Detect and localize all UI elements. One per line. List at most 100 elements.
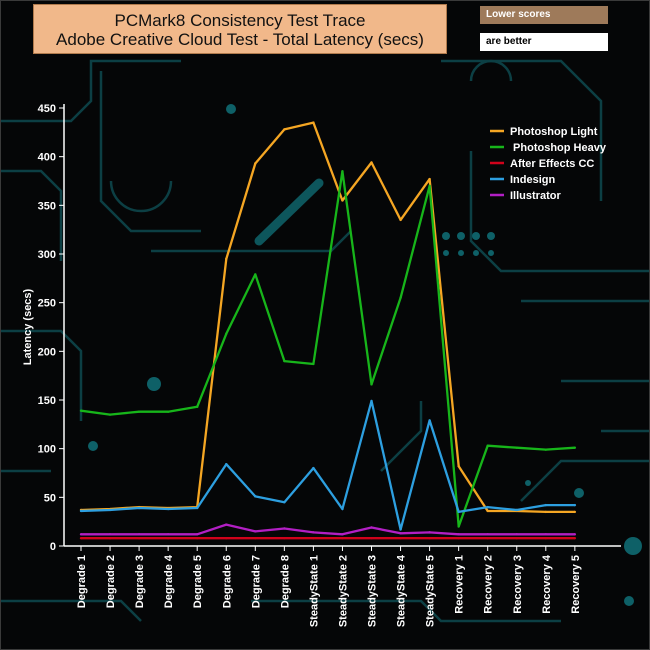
data-point xyxy=(399,218,402,222)
data-point xyxy=(283,527,286,530)
data-point xyxy=(225,257,228,261)
data-point xyxy=(108,533,112,536)
x-tick-label: Degrade 1 xyxy=(76,555,88,608)
y-axis-title: Latency (secs) xyxy=(22,288,34,365)
x-tick-label: Recovery 4 xyxy=(541,554,553,614)
legend-entry: Indesign xyxy=(510,174,556,186)
data-point xyxy=(341,507,344,511)
data-point xyxy=(573,533,577,536)
data-point xyxy=(108,537,112,540)
data-point xyxy=(196,506,199,510)
data-point xyxy=(225,523,228,526)
data-point xyxy=(428,531,431,534)
data-point xyxy=(312,362,315,366)
data-point xyxy=(254,530,257,533)
data-point xyxy=(166,537,170,540)
data-point xyxy=(573,503,577,507)
data-point xyxy=(544,537,547,540)
data-point xyxy=(312,466,315,470)
note-are-better: are better xyxy=(480,33,608,51)
data-point xyxy=(515,508,518,512)
data-point xyxy=(166,507,170,511)
data-point xyxy=(225,537,228,540)
data-point xyxy=(137,533,141,536)
data-point xyxy=(428,537,431,540)
y-tick-label: 350 xyxy=(38,200,56,212)
data-point xyxy=(166,410,170,413)
data-point xyxy=(486,444,489,447)
data-point xyxy=(79,409,83,412)
data-point xyxy=(573,537,577,540)
series-line-illustrator xyxy=(81,523,575,536)
data-point xyxy=(79,509,83,513)
data-point xyxy=(544,510,547,514)
data-point xyxy=(457,537,460,540)
x-tick-label: SteadyState 1 xyxy=(308,555,320,627)
x-axis: Degrade 1 Degrade 2 Degrade 3 Degrade 4 Degr… xyxy=(64,545,621,627)
x-tick-label: Degrade 5 xyxy=(192,555,204,608)
data-point xyxy=(399,537,402,540)
data-point xyxy=(254,537,257,540)
y-tick-label: 0 xyxy=(50,541,56,553)
chart-title-line-1: PCMark8 Consistency Test Trace xyxy=(114,11,366,30)
y-axis: 0 50 100 150 200 250 300 350 400 450 xyxy=(38,103,65,553)
x-tick-label: Recovery 5 xyxy=(570,555,582,614)
x-tick-label: Recovery 3 xyxy=(512,555,524,614)
series-lines xyxy=(79,121,577,540)
data-point xyxy=(341,537,344,540)
data-point xyxy=(108,413,112,416)
data-point xyxy=(196,533,199,536)
x-tick-label: SteadyState 5 xyxy=(425,555,437,627)
data-point xyxy=(428,419,431,422)
data-point xyxy=(457,525,460,528)
data-point xyxy=(79,533,83,536)
data-point xyxy=(544,448,547,451)
data-point xyxy=(283,537,286,540)
data-point xyxy=(254,495,257,498)
data-point xyxy=(341,199,344,202)
x-tick-label: Degrade 2 xyxy=(105,555,117,608)
data-point xyxy=(341,533,344,536)
data-point xyxy=(370,383,373,386)
note-lower-scores: Lower scores xyxy=(480,6,608,24)
data-point xyxy=(137,537,141,540)
chart-title-box: PCMark8 Consistency Test Trace Adobe Cre… xyxy=(33,4,447,54)
data-point xyxy=(399,528,402,531)
x-tick-label: SteadyState 3 xyxy=(367,555,379,627)
series-line-photoshop-light xyxy=(80,121,575,514)
data-point xyxy=(370,526,373,529)
data-point xyxy=(283,359,286,363)
y-tick-label: 400 xyxy=(38,152,56,164)
data-point xyxy=(225,463,228,466)
data-point xyxy=(196,537,199,540)
data-point xyxy=(515,537,518,540)
x-tick-label: SteadyState 4 xyxy=(396,554,408,627)
data-point xyxy=(254,273,257,276)
x-tick-label: Degrade 6 xyxy=(221,555,233,608)
legend-entry: After Effects CC xyxy=(510,158,594,170)
x-tick-label: Degrade 4 xyxy=(163,554,175,608)
x-tick-label: SteadyState 2 xyxy=(337,555,349,627)
data-point xyxy=(166,533,170,536)
x-tick-label: Recovery 2 xyxy=(483,555,495,614)
data-point xyxy=(399,296,402,299)
data-point xyxy=(79,537,83,540)
chart-title-line-2: Adobe Creative Cloud Test - Total Latenc… xyxy=(56,30,424,49)
data-point xyxy=(515,446,518,449)
data-point xyxy=(486,509,489,513)
data-point xyxy=(196,405,199,409)
data-point xyxy=(486,533,489,536)
data-point xyxy=(486,505,489,509)
data-point xyxy=(457,510,460,514)
x-tick-label: Degrade 8 xyxy=(279,555,291,608)
data-point xyxy=(254,162,257,165)
data-point xyxy=(486,537,489,540)
legend-entry: Illustrator xyxy=(510,190,561,202)
data-point xyxy=(312,531,315,534)
x-tick-label: Recovery 1 xyxy=(454,555,466,614)
data-point xyxy=(312,121,315,124)
y-tick-label: 50 xyxy=(44,492,56,504)
data-point xyxy=(283,128,286,131)
